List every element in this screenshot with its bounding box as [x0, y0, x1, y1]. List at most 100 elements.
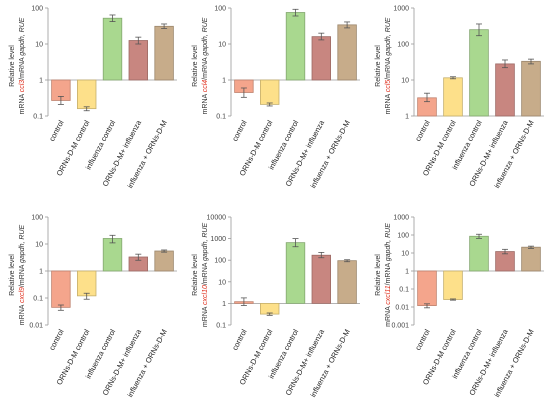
chart-panel-cxcl9: 0.01 0.1 1 10 100 Relative level mRNA cxcl9/mR…	[0, 209, 183, 419]
bar-3	[285, 12, 306, 81]
y-tick-label: 10	[35, 42, 43, 49]
y-tick-label: 100	[214, 6, 226, 13]
category-label-1: control	[47, 327, 66, 351]
bar-2	[443, 77, 463, 117]
y-tick-label: 100	[214, 258, 226, 265]
y-axis-title-suffix: /mRNA	[385, 56, 392, 80]
category-label-1: control	[230, 118, 249, 142]
y-axis-title-gene: ccl3	[19, 80, 26, 93]
y-axis-title-line1: Relative level	[192, 45, 199, 87]
bar-3	[469, 29, 489, 117]
bar-2	[77, 270, 97, 297]
bar-2	[77, 79, 97, 110]
y-tick-label: 0.01	[29, 323, 43, 330]
y-tick-label: 0.1	[33, 114, 43, 121]
y-tick-label: 100	[31, 215, 43, 222]
y-axis-title-unit: , RUE	[202, 17, 209, 36]
bar-1	[51, 270, 71, 308]
y-axis-title-gapdh: gapdh	[19, 243, 26, 263]
y-axis-title-gene: cxcl11	[385, 285, 392, 304]
y-axis-title-gapdh: gapdh	[385, 36, 392, 56]
y-axis-title-line2: mRNA cxcl10/mRNA gapdh, RUE	[202, 223, 209, 328]
bar-2	[260, 79, 280, 105]
bar-5	[521, 60, 541, 117]
y-tick-label: 1	[39, 269, 43, 276]
y-tick-label: 1	[222, 78, 226, 85]
y-tick-label: 1	[405, 114, 409, 121]
y-axis-title-line2: mRNA cxcl9/mRNA gapdh, RUE	[19, 224, 26, 325]
bar-3	[102, 17, 123, 81]
y-axis-title-prefix: mRNA	[202, 92, 209, 114]
bar-2	[443, 270, 463, 300]
y-tick-label: 0.1	[399, 287, 409, 294]
y-axis-title-gapdh: gapdh	[385, 242, 392, 262]
y-axis-title-prefix: mRNA	[385, 92, 392, 114]
y-tick-label: 100	[31, 6, 43, 13]
y-axis-title-suffix: /mRNA	[19, 56, 26, 80]
bar-3	[469, 235, 489, 272]
y-axis-title-unit: , RUE	[385, 223, 392, 242]
y-axis-title-gene: ccl5	[385, 80, 392, 93]
y-axis-title-gene: cxcl9	[19, 287, 26, 303]
y-axis-title-suffix: /mRNA	[202, 56, 209, 80]
y-tick-label: 1	[222, 301, 226, 308]
y-axis-title-line1: Relative level	[192, 254, 199, 296]
y-tick-label: 1000	[393, 6, 409, 13]
y-axis-title-gene: cxcl10	[202, 285, 209, 305]
y-axis-title-line2: mRNA ccl3/mRNA gapdh, RUE	[19, 17, 26, 114]
y-tick-label: 10	[218, 42, 226, 49]
y-axis-title-line2: mRNA ccl5/mRNA gapdh, RUE	[385, 17, 392, 114]
bar-3	[102, 238, 123, 272]
y-tick-label: 1	[405, 269, 409, 276]
bar-4	[495, 63, 515, 117]
y-axis-title-line1: Relative level	[375, 45, 382, 87]
chart-panel-cxcl11: 0.001 0.01 0.1 1 10 100 1000 Relative level mRNA…	[366, 209, 550, 419]
y-tick-label: 1	[39, 78, 43, 85]
y-axis-title-line1: Relative level	[375, 254, 382, 296]
y-axis-title-unit: , RUE	[385, 17, 392, 36]
y-axis-title-gapdh: gapdh	[19, 36, 26, 56]
bar-5	[337, 260, 357, 304]
bar-3	[285, 242, 306, 304]
y-axis-title-gapdh: gapdh	[202, 241, 209, 261]
category-label-1: control	[230, 327, 249, 351]
y-axis-title-unit: , RUE	[19, 17, 26, 36]
bar-1	[417, 270, 437, 306]
bar-4	[311, 254, 331, 304]
bar-2	[260, 303, 280, 315]
y-tick-label: 10	[401, 78, 409, 85]
chart-panel-cxcl10: 0.1 1 10 100 1000 10000 Relative level mRNA cxc…	[183, 209, 366, 419]
y-tick-label: 0.01	[395, 305, 409, 312]
y-axis-title-line1: Relative level	[9, 45, 16, 87]
y-tick-label: 0.1	[33, 296, 43, 303]
y-tick-label: 1000	[210, 236, 226, 243]
y-axis-title-gene: ccl4	[202, 80, 209, 93]
y-axis-title-line1: Relative level	[9, 254, 16, 296]
bar-4	[128, 40, 148, 81]
y-axis-title-prefix: mRNA	[202, 305, 209, 327]
y-axis-title-gapdh: gapdh	[202, 36, 209, 56]
chart-panel-ccl4: 0.1 1 10 100 Relative level mRNA ccl4/mRNA ga…	[183, 0, 366, 209]
y-tick-label: 10	[35, 242, 43, 249]
y-tick-label: 100	[397, 42, 409, 49]
y-axis-title-line2: mRNA cxcl11/mRNA gapdh, RUE	[385, 223, 392, 327]
bar-5	[154, 25, 174, 81]
category-label-1: control	[413, 327, 432, 351]
y-axis-title-prefix: mRNA	[19, 92, 26, 114]
chart-panel-ccl5: 1 10 100 1000 Relative level mRNA ccl5/mRNA g…	[366, 0, 550, 209]
y-axis-title-suffix: /mRNA	[19, 263, 26, 287]
category-label-1: control	[413, 118, 432, 142]
y-tick-label: 0.1	[216, 114, 226, 121]
category-label-1: control	[47, 118, 66, 142]
bar-5	[521, 246, 541, 272]
chart-panel-ccl3: 0.1 1 10 100 Relative level mRNA ccl3/mRNA ga…	[0, 0, 183, 209]
y-tick-label: 0.1	[216, 323, 226, 330]
y-axis-title-unit: , RUE	[202, 223, 209, 242]
bar-5	[154, 250, 174, 272]
y-tick-label: 0.001	[391, 323, 409, 330]
